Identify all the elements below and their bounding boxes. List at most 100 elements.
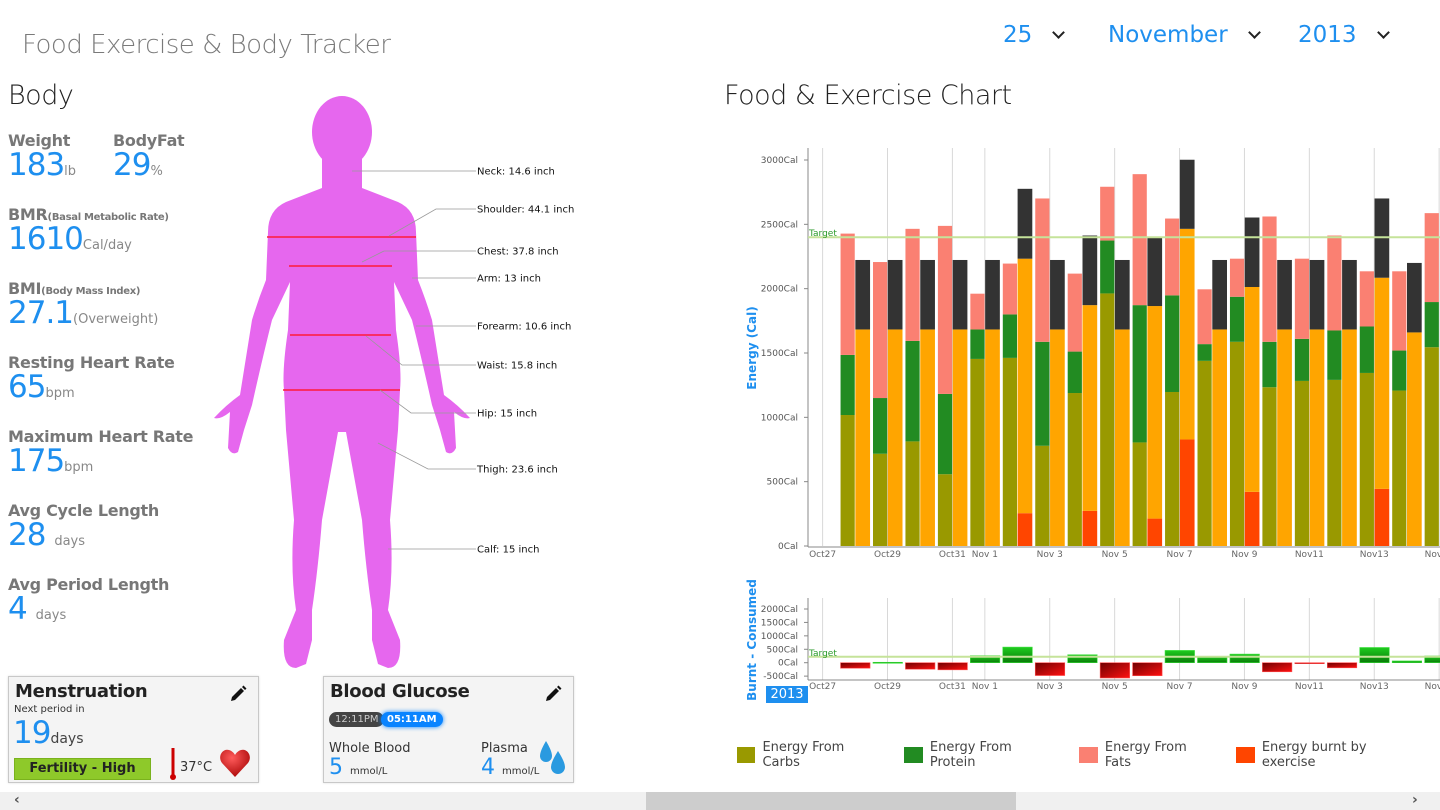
bar-segment [1035, 445, 1050, 546]
reading-time-2[interactable]: 05:11AM [381, 712, 443, 727]
rhr-unit: bpm [45, 386, 75, 401]
period-label: Avg Period Length [8, 575, 170, 594]
scroll-left-arrow-icon[interactable]: ‹ [14, 792, 20, 808]
menstruation-card[interactable]: Menstruation Next period in 19days Ferti… [8, 676, 259, 783]
bar-segment [1229, 258, 1245, 297]
bar-segment [1035, 198, 1050, 342]
bar-segment [1392, 271, 1407, 351]
bar-segment [920, 329, 935, 546]
legend-swatch [737, 747, 756, 763]
bar-segment [937, 393, 953, 475]
x-tick-label: Nov 1 [972, 682, 998, 692]
bar-segment [1262, 387, 1277, 546]
leader-lines [352, 170, 476, 550]
target-label: Target [808, 649, 837, 659]
edit-pencil-icon[interactable] [544, 685, 562, 703]
bar-segment [1359, 271, 1374, 327]
bar-segment [1212, 329, 1227, 546]
scroll-right-arrow-icon[interactable]: › [1412, 792, 1418, 808]
next-period-days: 19 [13, 715, 51, 751]
bar-segment [985, 329, 1000, 546]
x-tick-label: Oct29 [874, 682, 901, 692]
bar-segment [1374, 277, 1390, 489]
bmi-label: BMI [8, 279, 42, 298]
measurement-label: Shoulder: 44.1 inch [477, 205, 574, 216]
x-tick-label: Nov 7 [1166, 550, 1192, 560]
avg-period-length-stat: Avg Period Length 4 days [8, 575, 169, 631]
bar-segment [952, 329, 968, 546]
edit-pencil-icon[interactable] [229, 685, 247, 703]
legend-item: Energy burnt by exercise [1236, 740, 1412, 770]
x-tick-label: Nov 5 [1102, 682, 1128, 692]
bar-segment [1342, 329, 1357, 546]
bar-segment [1035, 341, 1050, 446]
bar-segment [970, 293, 985, 330]
bodyfat-label: BodyFat [113, 131, 185, 150]
days-unit: days [50, 731, 84, 747]
whole-blood-unit: mmol/L [350, 766, 388, 777]
measurement-label: Thigh: 23.6 inch [476, 465, 558, 476]
bmr-label: BMR [8, 205, 48, 224]
y-tick-label: 2000Cal [761, 605, 798, 615]
bar-segment [1392, 390, 1407, 546]
bar-segment [840, 354, 855, 416]
bar-segment [1165, 218, 1180, 296]
bar-segment [1244, 286, 1260, 492]
bar-segment [887, 259, 903, 330]
bar-segment [1244, 217, 1260, 287]
bar-segment [1197, 289, 1212, 345]
y-tick-label: 0Cal [778, 542, 798, 552]
bar-segment [1359, 372, 1374, 546]
y-tick-label: 1000Cal [761, 413, 798, 423]
net-bar [872, 661, 903, 664]
blood-glucose-card[interactable]: Blood Glucose 12:11PM 05:11AM Whole Bloo… [323, 676, 574, 783]
bar-segment [855, 329, 871, 546]
body-silhouette: Neck: 14.6 inch Shoulder: 44.1 inch Chest:… [214, 96, 574, 668]
bar-segment [873, 453, 888, 546]
main-y-axis-label: Energy (Cal) [745, 306, 759, 389]
bodyfat-stat: BodyFat 29% [113, 131, 185, 187]
thermometer-icon [170, 748, 176, 780]
measurement-label: Waist: 15.8 inch [477, 361, 557, 372]
bar-segment [873, 398, 888, 454]
bar-segment [1002, 314, 1017, 358]
legend-item: Energy From Carbs [737, 740, 876, 770]
x-tick-label: Oct31 [939, 682, 966, 692]
chart-legend: Energy From Carbs Energy From Protein Ener… [737, 740, 1440, 770]
net-bar [1099, 662, 1130, 679]
legend-item: Energy From Fats [1079, 740, 1208, 770]
bmr-unit: Cal/day [82, 238, 132, 253]
x-tick-label: Nov 7 [1166, 682, 1192, 692]
bar-segment [1262, 341, 1277, 388]
bar-segment [1082, 305, 1098, 511]
bar-segment [1050, 259, 1065, 330]
cycle-unit: days [54, 534, 85, 549]
year-value: 2013 [1298, 22, 1357, 48]
net-bar [1262, 662, 1293, 673]
year-select[interactable]: 2013 [1298, 22, 1390, 48]
scrollbar-thumb[interactable] [646, 792, 1016, 810]
day-select[interactable]: 25 [1003, 22, 1066, 48]
month-select[interactable]: November [1108, 22, 1261, 48]
blood-glucose-title: Blood Glucose [330, 681, 470, 702]
chart-title: Food & Exercise Chart [724, 80, 1012, 111]
bar-segment [1294, 338, 1310, 381]
heart-icon [220, 749, 250, 777]
plasma-value: 4 [481, 755, 495, 780]
bar-segment [1165, 391, 1180, 546]
bar-segment [1100, 240, 1115, 294]
measurement-label: Neck: 14.6 inch [477, 167, 555, 178]
day-value: 25 [1003, 22, 1033, 48]
fertility-badge: Fertility - High [14, 758, 151, 780]
bar-segment [1212, 259, 1227, 330]
net-bar [1067, 654, 1098, 663]
y-tick-label: 1500Cal [761, 618, 798, 628]
bar-segment [1067, 273, 1082, 352]
bar-segment [1114, 329, 1130, 546]
reading-time-1[interactable]: 12:11PM [329, 712, 385, 727]
x-tick-label: Nov15 [1425, 550, 1440, 560]
bar-segment [1002, 357, 1017, 546]
x-tick-label: Nov 3 [1037, 682, 1063, 692]
net-bar [937, 662, 968, 671]
y-tick-label: 500Cal [767, 645, 798, 655]
